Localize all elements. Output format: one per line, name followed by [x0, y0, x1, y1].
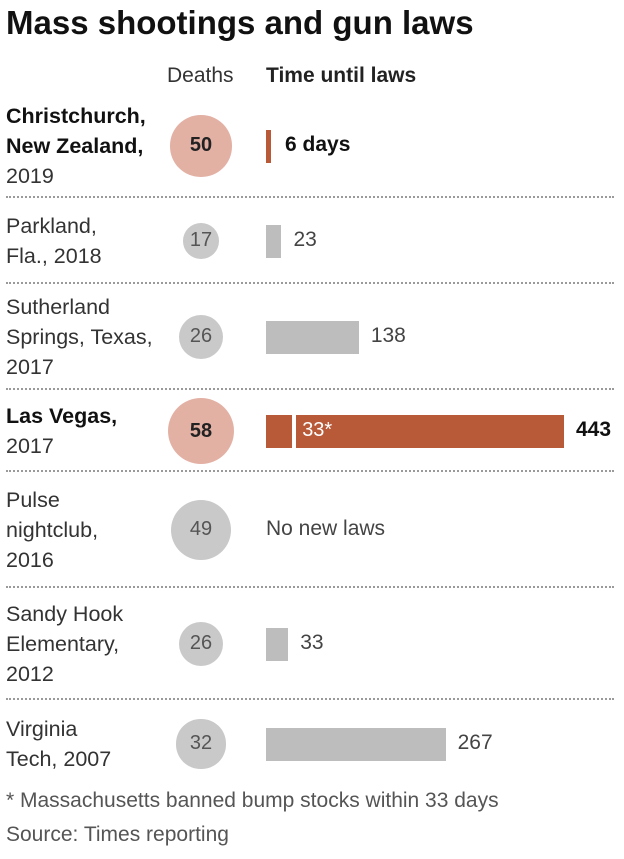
days-bar — [266, 321, 359, 354]
event-label: Parkland, Fla., 2018 — [6, 211, 102, 271]
deaths-circle: 26 — [178, 621, 224, 667]
event-name: Virginia Tech, 2007 — [6, 717, 112, 771]
deaths-column-header: Deaths — [167, 64, 234, 87]
chart-row: Virginia Tech, 2007 32 267 — [0, 698, 624, 788]
chart-row: Christchurch, New Zealand, 2019 50 6 days — [0, 94, 624, 198]
deaths-value: 26 — [189, 325, 213, 348]
chart-row: Sutherland Springs, Texas, 2017 26 138 — [0, 282, 624, 390]
event-label: Christchurch, New Zealand, 2019 — [6, 101, 146, 191]
days-label: 138 — [370, 324, 406, 347]
chart-row: Sandy Hook Elementary, 2012 26 33 — [0, 586, 624, 700]
footnote: * Massachusetts banned bump stocks withi… — [6, 789, 499, 812]
deaths-value: 50 — [189, 134, 213, 157]
deaths-circle: 50 — [170, 115, 232, 177]
event-year: 2017 — [6, 434, 54, 458]
row-separator — [6, 196, 614, 198]
deaths-circle: 26 — [178, 314, 224, 360]
days-bar — [266, 628, 289, 661]
event-label: Las Vegas, 2017 — [6, 401, 117, 461]
event-year: 2019 — [6, 164, 54, 188]
partial-divider — [292, 415, 297, 448]
row-separator — [6, 282, 614, 284]
chart-row: Pulse nightclub, 2016 49 No new laws — [0, 470, 624, 588]
event-name: Pulse nightclub, 2016 — [6, 488, 99, 572]
event-label: Sandy Hook Elementary, 2012 — [6, 599, 123, 689]
source-note: Source: Times reporting — [6, 823, 229, 846]
days-label: 443 — [576, 418, 612, 441]
deaths-value: 32 — [189, 732, 213, 755]
days-bar — [266, 225, 282, 258]
days-label: No new laws — [266, 517, 386, 540]
deaths-circle: 49 — [170, 499, 232, 561]
chart-title: Mass shootings and gun laws — [6, 4, 474, 41]
row-separator — [6, 388, 614, 390]
deaths-value: 17 — [189, 229, 213, 252]
days-label: 33 — [300, 631, 324, 654]
deaths-value: 26 — [189, 632, 213, 655]
days-bar — [266, 728, 446, 761]
chart-row: Las Vegas, 2017 58 33* 443 — [0, 388, 624, 472]
days-label: 267 — [457, 731, 493, 754]
event-name: Sandy Hook Elementary, 2012 — [6, 602, 124, 686]
days-label: 23 — [293, 228, 317, 251]
event-label: Virginia Tech, 2007 — [6, 714, 111, 774]
event-name: Parkland, Fla., 2018 — [6, 214, 102, 268]
days-bar — [266, 415, 564, 448]
deaths-value: 58 — [189, 419, 213, 442]
event-name: Christchurch, New Zealand, — [6, 104, 146, 158]
days-label: 6 days — [285, 133, 351, 156]
chart-row: Parkland, Fla., 2018 17 23 — [0, 196, 624, 284]
deaths-circle: 32 — [176, 719, 226, 769]
row-separator — [6, 470, 614, 472]
partial-days-label: 33* — [302, 419, 333, 441]
event-name: Sutherland Springs, Texas, 2017 — [6, 295, 153, 379]
days-bar — [266, 130, 271, 163]
deaths-circle: 58 — [168, 398, 234, 464]
deaths-value: 49 — [189, 518, 213, 541]
deaths-circle: 17 — [183, 223, 219, 259]
event-label: Sutherland Springs, Texas, 2017 — [6, 292, 153, 382]
event-label: Pulse nightclub, 2016 — [6, 485, 98, 575]
row-separator — [6, 698, 614, 700]
event-name: Las Vegas, — [6, 404, 118, 428]
row-separator — [6, 586, 614, 588]
time-column-header: Time until laws — [266, 64, 417, 87]
